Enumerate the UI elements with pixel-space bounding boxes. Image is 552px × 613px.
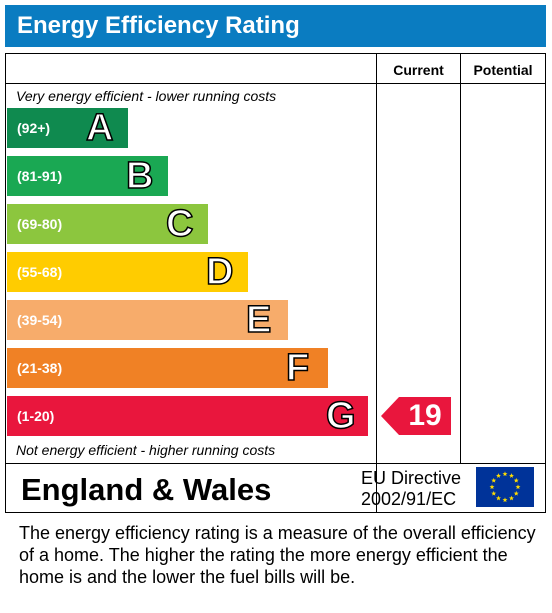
band-range-label: (81-91) <box>17 168 63 184</box>
header-divider <box>6 83 545 84</box>
band-range-label: (1-20) <box>17 408 55 424</box>
current-rating-value: 19 <box>408 399 442 432</box>
band-g: (1-20) G <box>7 395 368 437</box>
eu-star-icon <box>502 471 508 477</box>
band-letter-label: B <box>125 155 154 197</box>
band-range-label: (69-80) <box>17 216 63 232</box>
band-f: (21-38) F <box>7 347 328 389</box>
eu-star-icon <box>502 497 508 503</box>
band-a: (92+) A <box>7 107 128 149</box>
band-letter-label: E <box>245 299 272 341</box>
band-range-label: (39-54) <box>17 312 63 328</box>
band-e: (39-54) E <box>7 299 288 341</box>
bottom-caption: Not energy efficient - higher running co… <box>16 442 276 458</box>
band-c: (69-80) C <box>7 203 208 245</box>
eu-star-icon <box>496 473 501 478</box>
band-letter-label: F <box>285 347 310 389</box>
divider-potential <box>460 54 461 464</box>
column-potential: Potential <box>473 62 533 78</box>
footer-divider <box>6 463 545 464</box>
band-range-label: (55-68) <box>17 264 63 280</box>
country-label: England & Wales <box>21 472 272 507</box>
rating-table: Current Potential Very energy efficient … <box>5 53 546 513</box>
eu-star-icon <box>489 484 495 490</box>
eu-star-icon <box>509 473 514 478</box>
eu-flag-icon <box>476 467 534 507</box>
eu-star-icon <box>491 490 497 496</box>
eu-star-icon <box>515 484 521 490</box>
eu-star-icon <box>513 477 519 483</box>
band-letter-label: D <box>205 251 234 293</box>
divider-current <box>376 54 377 512</box>
band-range-label: (92+) <box>17 120 51 136</box>
band-letter-label: G <box>325 395 356 437</box>
band-b: (81-91) B <box>7 155 168 197</box>
band-d: (55-68) D <box>7 251 248 293</box>
eu-star-icon <box>496 495 501 501</box>
band-range-label: (21-38) <box>17 360 63 376</box>
eu-star-icon <box>509 495 514 501</box>
band-letter-label: A <box>85 107 114 149</box>
title-bar: Energy Efficiency Rating <box>5 5 546 47</box>
top-caption: Very energy efficient - lower running co… <box>16 88 277 104</box>
eu-star-icon <box>491 477 497 483</box>
description: The energy efficiency rating is a measur… <box>19 523 536 587</box>
band-letter-label: C <box>165 203 194 245</box>
chart-title: Energy Efficiency Rating <box>17 12 300 39</box>
column-current: Current <box>393 62 444 78</box>
marker-arrow-icon <box>381 397 451 435</box>
eu-directive: EU Directive 2002/91/EC <box>361 468 461 510</box>
eu-star-icon <box>513 490 519 496</box>
directive-line1: EU Directive <box>361 468 462 488</box>
directive-line2: 2002/91/EC <box>361 489 457 509</box>
